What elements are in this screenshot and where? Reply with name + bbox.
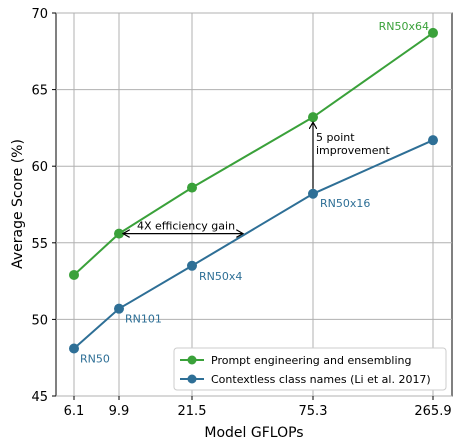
series-0-point — [308, 112, 318, 123]
legend-marker-prompt — [187, 355, 197, 365]
y-tick-label: 55 — [31, 237, 48, 252]
series-0-point — [114, 228, 124, 239]
x-tick-label: 9.9 — [109, 404, 130, 419]
series-1-point — [69, 343, 79, 354]
series-1-point — [428, 135, 438, 146]
x-tick-label: 6.1 — [64, 404, 85, 419]
y-tick-label: 65 — [31, 84, 48, 99]
y-axis-label: Average Score (%) — [10, 139, 26, 269]
y-tick-label: 50 — [31, 313, 48, 328]
improvement-annotation-text-line2: improvement — [316, 144, 390, 157]
series-0-point — [187, 182, 197, 193]
series-1-point — [308, 188, 318, 199]
legend-marker-contextless — [187, 374, 197, 384]
y-tick-label: 60 — [31, 160, 48, 175]
point-labels: RN50x64 RN50 RN101 RN50x4 RN50x16 — [80, 20, 429, 366]
grid — [56, 12, 452, 397]
y-tick-label: 45 — [31, 390, 48, 405]
series-0-point — [69, 269, 79, 280]
x-tick-label: 265.9 — [414, 404, 451, 419]
improvement-annotation-text: 5 point — [316, 131, 355, 144]
x-tick-label: 75.3 — [299, 404, 328, 419]
point-label: RN50x64 — [379, 20, 429, 33]
series-1-point — [114, 303, 124, 314]
legend-box — [173, 347, 447, 391]
legend: Prompt engineering and ensembling Contex… — [173, 347, 447, 391]
series-layer — [69, 27, 438, 354]
point-label: RN50x16 — [320, 197, 370, 210]
series-1-point — [187, 260, 197, 271]
point-label: RN101 — [125, 313, 162, 326]
point-label: RN50 — [80, 353, 110, 366]
legend-label-contextless: Contextless class names (Li et al. 2017) — [211, 373, 431, 386]
tick-labels: 6.1 9.9 21.5 75.3 265.9 45 50 55 60 65 70 — [31, 7, 451, 419]
legend-label-prompt: Prompt engineering and ensembling — [211, 354, 411, 367]
efficiency-annotation-text: 4X efficiency gain — [137, 220, 235, 233]
plot-area — [55, 12, 453, 397]
x-axis-label: Model GFLOPs — [204, 425, 303, 441]
series-0-point — [428, 27, 438, 38]
x-tick-label: 21.5 — [178, 404, 207, 419]
point-label: RN50x4 — [199, 270, 242, 283]
y-tick-label: 70 — [31, 7, 48, 22]
